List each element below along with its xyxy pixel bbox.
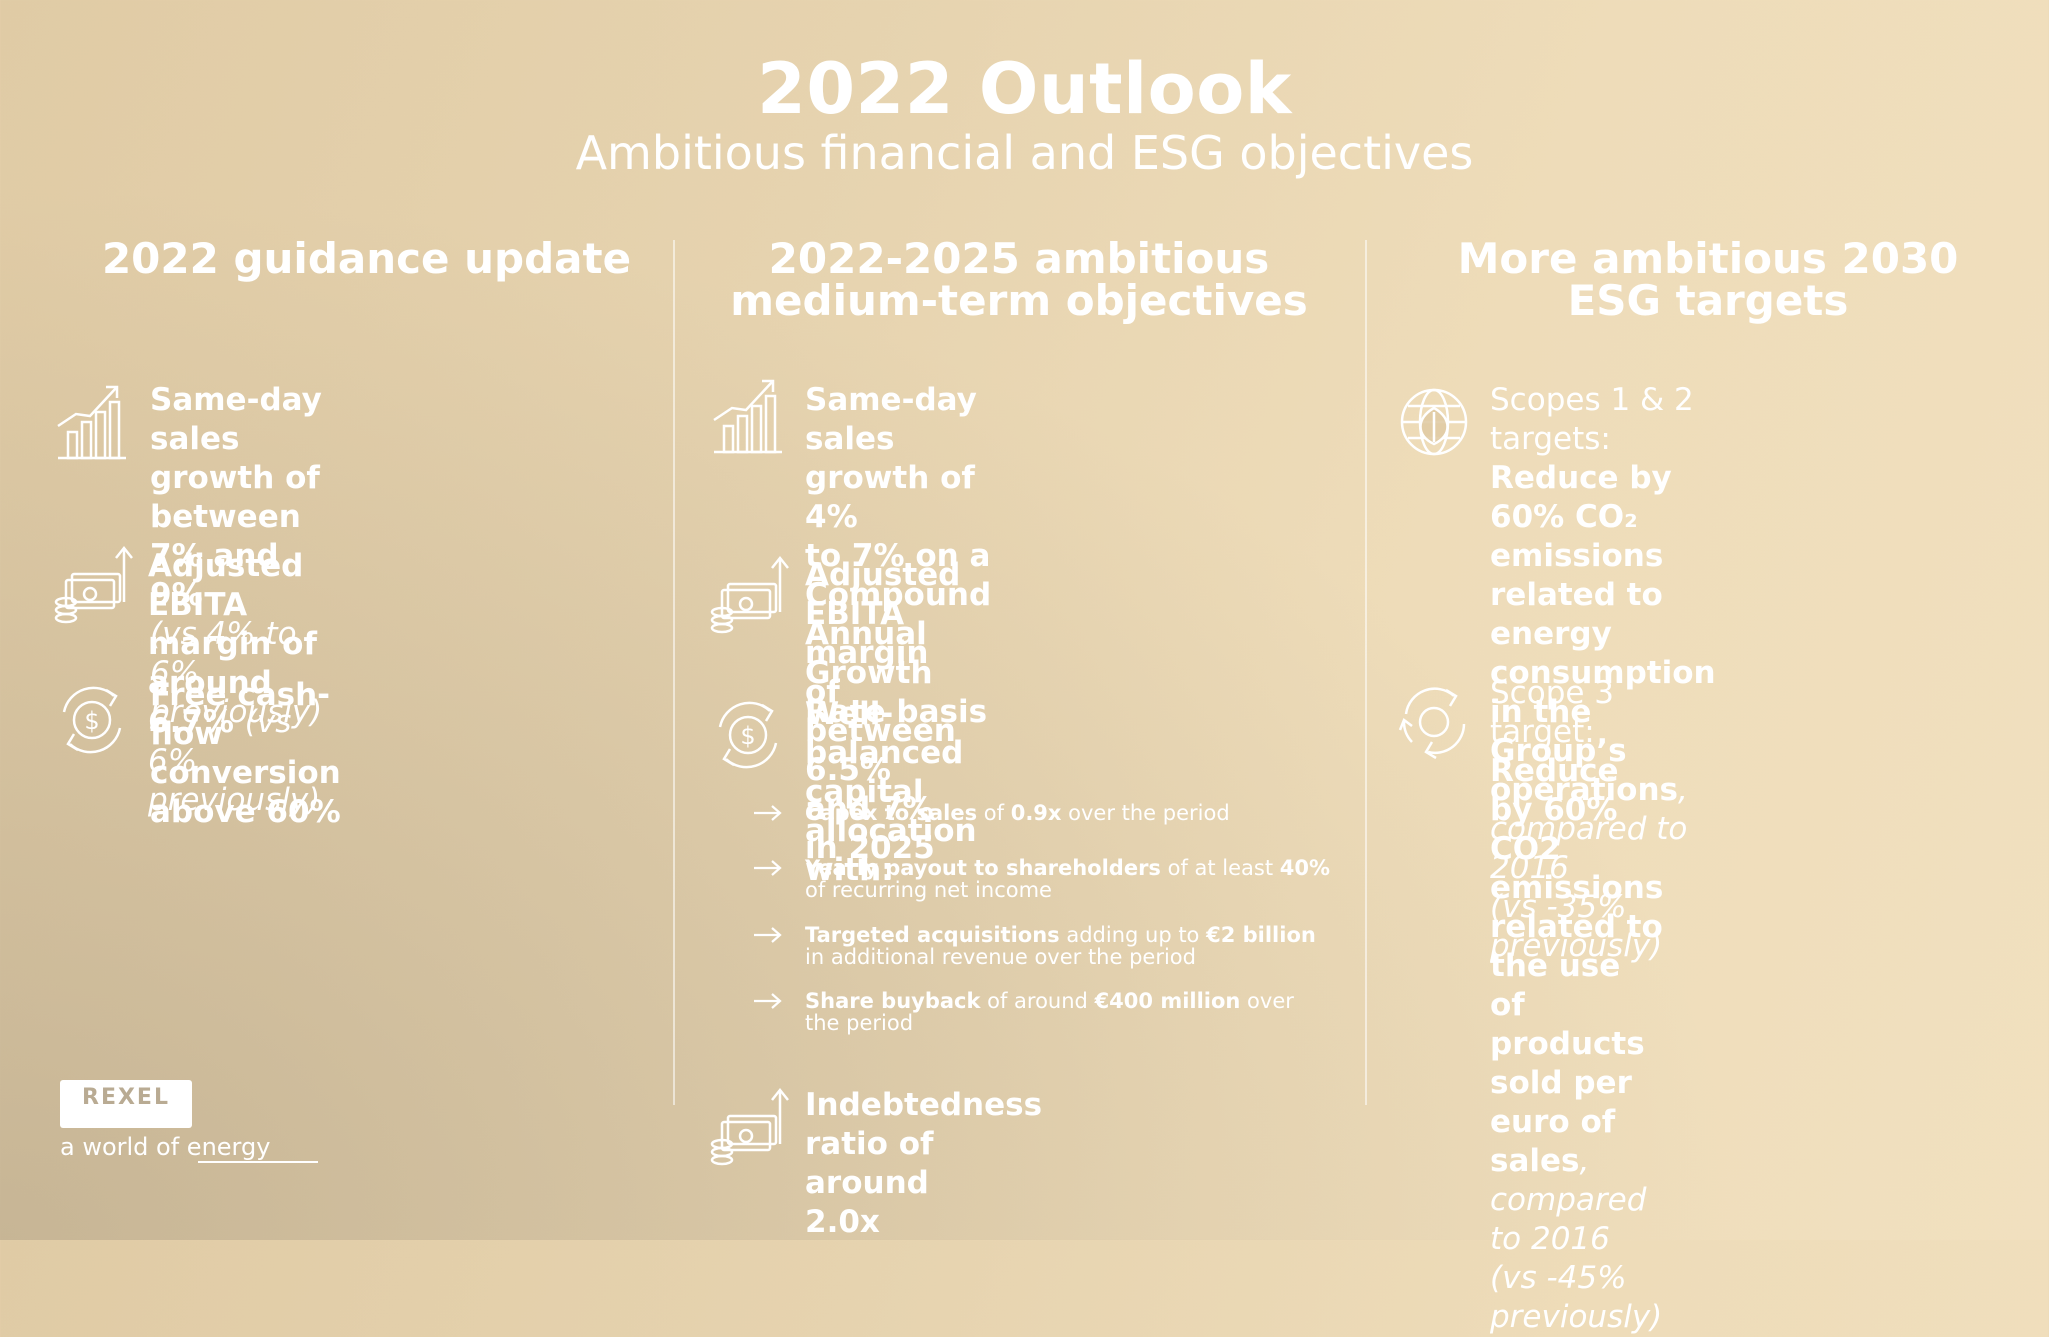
text-line: Free cash-flow conversion — [150, 677, 341, 791]
text-bold: Yearly payout to shareholders — [805, 856, 1161, 880]
text-line: Adjusted EBITA margin of — [148, 548, 317, 662]
money-stack-up-icon — [54, 545, 133, 624]
text: of around — [980, 989, 1095, 1013]
globe-leaf-icon — [1400, 388, 1468, 456]
text-bold: €2 billion — [1206, 923, 1316, 947]
text-line: emissions related to the use — [1490, 870, 1664, 984]
page-subtitle: Ambitious financial and ESG objectives — [575, 126, 1474, 180]
heading-line: medium-term objectives — [730, 276, 1308, 325]
text: of at least — [1160, 856, 1280, 880]
svg-text:$: $ — [84, 707, 99, 735]
text-italic: (vs 6% previously) — [148, 704, 321, 818]
text-line: Reduce by 60% CO2 — [1490, 753, 1619, 867]
text-line: (vs 4% to 6% previously) — [150, 616, 323, 730]
heading-line: ESG targets — [1567, 276, 1849, 325]
text-bold: Share buyback — [805, 989, 981, 1013]
text-line: Same-day sales growth of — [150, 382, 322, 496]
text: of recurring net income — [805, 878, 1052, 902]
arrow-right-icon — [754, 805, 782, 821]
text-line: Same-day sales growth of 4% — [805, 382, 977, 535]
logo-underline — [198, 1161, 318, 1163]
text-line: allocation with: — [805, 813, 977, 888]
bar-chart-growth-icon — [713, 379, 782, 454]
text-line: (vs -35% previously) — [1490, 889, 1663, 964]
money-stack-up-icon — [710, 555, 789, 634]
text-bold: sales — [1490, 1143, 1580, 1179]
text: over the period — [1061, 801, 1230, 825]
money-stack-up-icon — [710, 1087, 789, 1166]
text-bold: around 6.7% — [148, 665, 272, 740]
text-line: Indebtedness ratio of around — [805, 1087, 1043, 1201]
text-line: Well-balanced capital — [805, 696, 964, 810]
text: adding up to — [1059, 923, 1207, 947]
text-line: 2.0x — [805, 1204, 880, 1240]
text: in additional revenue over the period — [805, 945, 1196, 969]
text-bold: Capex to sales — [805, 801, 978, 825]
text-line: to 7% on a Compound Annual — [805, 538, 992, 652]
text-italic: , compared to 2016 — [1490, 772, 1688, 886]
text-line: of products sold per euro of — [1490, 987, 1645, 1140]
heading-line: More ambitious 2030 — [1457, 234, 1959, 283]
heading-line: 2022-2025 ambitious — [768, 234, 1270, 283]
text-line: Adjusted EBITA margin of — [805, 557, 961, 710]
svg-text:$: $ — [740, 722, 755, 750]
text: of — [977, 801, 1011, 825]
column-divider — [673, 240, 675, 1105]
rexel-logo: REXEL — [60, 1080, 192, 1128]
text-line: between 7% and 9% — [150, 499, 301, 613]
bar-chart-growth-icon — [57, 385, 126, 460]
text-bold: 0.9x — [1010, 801, 1062, 825]
text: over — [1240, 989, 1294, 1013]
text-line: Growth Rate basis — [805, 655, 988, 730]
arrow-right-icon — [754, 927, 782, 943]
column-divider — [1365, 240, 1367, 1105]
recycle-cycle-icon — [1398, 687, 1466, 760]
text-bold: operations — [1490, 772, 1678, 808]
column-heading-esg: More ambitious 2030 ESG targets — [1367, 238, 2049, 322]
logo-tagline: a world of energy — [60, 1133, 271, 1161]
text-line: emissions related to energy — [1490, 538, 1664, 652]
page-title: 2022 Outlook — [757, 48, 1292, 130]
text-bold: €400 million — [1094, 989, 1241, 1013]
text-line: Scopes 1 & 2 targets: — [1490, 382, 1694, 457]
column-heading-guidance: 2022 guidance update — [101, 234, 632, 283]
text-bold: 40% — [1279, 856, 1331, 880]
text-line: Scope 3 target: — [1490, 675, 1615, 750]
text-line: between 6.5% and 7% in 2025 — [805, 713, 956, 866]
text-bold: Targeted acquisitions — [805, 923, 1060, 947]
arrow-right-icon — [754, 860, 782, 876]
text-line: consumption in the Group’s — [1490, 655, 1716, 769]
text-line: (vs -45% previously) — [1490, 1260, 1663, 1335]
arrow-right-icon — [754, 993, 782, 1009]
dollar-cycle-icon: $ — [718, 701, 778, 769]
dollar-cycle-icon: $ — [62, 686, 122, 754]
column-heading-medium-term: 2022-2025 ambitious medium-term objectiv… — [673, 238, 1365, 322]
text: the period — [805, 1011, 914, 1035]
text-line: Reduce by 60% CO₂ — [1490, 460, 1672, 535]
text-line: above 60% — [150, 794, 341, 830]
